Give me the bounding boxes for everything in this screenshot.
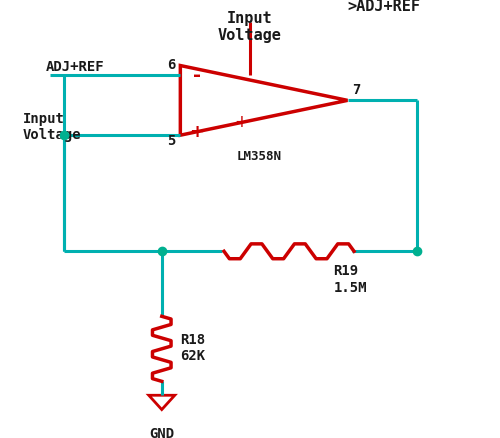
Text: >ADJ+REF: >ADJ+REF: [348, 0, 420, 14]
Text: 5: 5: [168, 134, 175, 148]
Text: +: +: [234, 113, 247, 131]
Text: GND: GND: [149, 426, 174, 438]
Text: +: +: [190, 122, 204, 140]
Text: -: -: [193, 66, 201, 85]
Text: Input
Voltage: Input Voltage: [218, 11, 282, 43]
Text: R18
62K: R18 62K: [180, 332, 206, 362]
Text: 7: 7: [352, 83, 360, 97]
Text: Input
Voltage: Input Voltage: [22, 112, 81, 141]
Text: 6: 6: [168, 57, 175, 71]
Text: ADJ+REF: ADJ+REF: [46, 60, 104, 74]
Text: R19
1.5M: R19 1.5M: [334, 264, 367, 294]
Text: LM358N: LM358N: [237, 150, 282, 163]
